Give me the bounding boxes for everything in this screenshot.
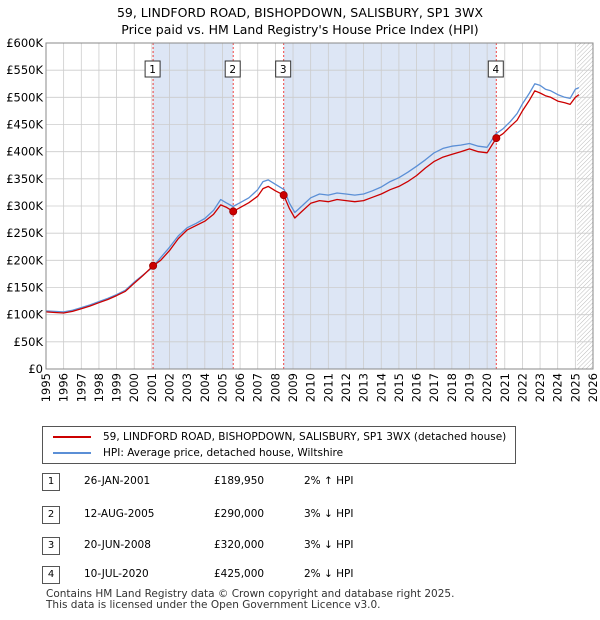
transaction-hpi-diff: 2% ↓ HPI bbox=[304, 568, 354, 580]
sale-marker-label: 2 bbox=[229, 64, 236, 76]
x-tick-label: 2005 bbox=[215, 373, 229, 402]
transaction-price: £320,000 bbox=[214, 539, 265, 551]
y-tick-label: £600K bbox=[6, 36, 43, 50]
sale-marker-label: 4 bbox=[492, 64, 499, 76]
x-tick-label: 2011 bbox=[321, 373, 335, 402]
transaction-date: 20-JUN-2008 bbox=[84, 539, 151, 551]
x-tick-label: 2022 bbox=[515, 373, 529, 402]
sale-point bbox=[229, 207, 238, 216]
x-tick-label: 1997 bbox=[74, 373, 88, 402]
x-tick-label: 2024 bbox=[551, 373, 565, 402]
y-tick-label: £300K bbox=[6, 199, 43, 213]
plot-frame bbox=[45, 42, 594, 370]
sale-marker-label: 1 bbox=[149, 64, 156, 76]
sale-marker-box bbox=[144, 60, 161, 78]
x-tick-label: 2000 bbox=[127, 373, 141, 402]
y-tick-label: £200K bbox=[6, 253, 43, 267]
x-tick-label: 2002 bbox=[163, 373, 177, 402]
footer-copyright: Contains HM Land Registry data © Crown c… bbox=[46, 588, 455, 600]
x-tick-label: 2009 bbox=[286, 373, 300, 402]
y-tick-label: £150K bbox=[6, 281, 43, 295]
y-tick-label: £400K bbox=[6, 145, 43, 159]
legend-item-hpi: HPI: Average price, detached house, Wilt… bbox=[53, 445, 343, 461]
transaction-date: 10-JUL-2020 bbox=[84, 568, 149, 580]
sale-marker-box bbox=[487, 60, 504, 78]
legend-label-property: 59, LINDFORD ROAD, BISHOPDOWN, SALISBURY… bbox=[103, 431, 507, 443]
transaction-number: 1 bbox=[42, 473, 60, 491]
transaction-number: 4 bbox=[42, 566, 60, 584]
x-tick-label: 2004 bbox=[198, 373, 212, 402]
legend: 59, LINDFORD ROAD, BISHOPDOWN, SALISBURY… bbox=[42, 426, 516, 464]
transaction-date: 12-AUG-2005 bbox=[84, 508, 155, 520]
transaction-price: £425,000 bbox=[214, 568, 265, 580]
transaction-number: 3 bbox=[42, 537, 60, 555]
footer-license: This data is licensed under the Open Gov… bbox=[46, 599, 381, 611]
legend-swatch-property bbox=[53, 436, 91, 438]
legend-item-property: 59, LINDFORD ROAD, BISHOPDOWN, SALISBURY… bbox=[53, 429, 506, 445]
y-tick-label: £550K bbox=[6, 63, 43, 77]
x-tick-label: 2014 bbox=[374, 373, 388, 402]
x-tick-label: 1999 bbox=[110, 373, 124, 402]
sale-marker-box bbox=[275, 60, 292, 78]
transaction-number: 2 bbox=[42, 506, 60, 524]
x-tick-label: 1996 bbox=[57, 373, 71, 402]
x-tick-label: 2015 bbox=[392, 373, 406, 402]
x-tick-label: 2001 bbox=[145, 373, 159, 402]
x-tick-label: 2008 bbox=[268, 373, 282, 402]
x-tick-label: 1998 bbox=[92, 373, 106, 402]
x-tick-label: 2016 bbox=[410, 373, 424, 402]
transaction-price: £189,950 bbox=[214, 475, 265, 487]
x-tick-label: 2018 bbox=[445, 373, 459, 402]
x-tick-label: 2023 bbox=[533, 373, 547, 402]
y-tick-label: £350K bbox=[6, 172, 43, 186]
y-tick-label: £450K bbox=[6, 118, 43, 132]
x-tick-label: 2020 bbox=[480, 373, 494, 402]
transaction-date: 26-JAN-2001 bbox=[84, 475, 151, 487]
sale-point bbox=[492, 134, 501, 143]
sale-marker-box bbox=[224, 60, 241, 78]
x-tick-label: 2021 bbox=[498, 373, 512, 402]
sale-point bbox=[149, 261, 158, 270]
x-tick-label: 2026 bbox=[586, 373, 600, 402]
x-tick-label: 2006 bbox=[233, 373, 247, 402]
y-tick-label: £50K bbox=[14, 335, 44, 349]
y-tick-label: £250K bbox=[6, 226, 43, 240]
sale-point bbox=[279, 191, 288, 200]
price-chart: 1 2 3 4 £0 £50K £100K £150K £200K £250K £300K £350K… bbox=[6, 36, 600, 402]
x-tick-label: 1995 bbox=[39, 373, 53, 402]
transaction-hpi-diff: 3% ↓ HPI bbox=[304, 508, 354, 520]
transaction-price: £290,000 bbox=[214, 508, 265, 520]
transaction-hpi-diff: 3% ↓ HPI bbox=[304, 539, 354, 551]
x-tick-label: 2010 bbox=[304, 373, 318, 402]
y-tick-label: £500K bbox=[6, 90, 43, 104]
sale-marker-label: 3 bbox=[280, 64, 287, 76]
x-tick-label: 2013 bbox=[357, 373, 371, 402]
chart-title: 59, LINDFORD ROAD, BISHOPDOWN, SALISBURY… bbox=[116, 5, 484, 20]
y-tick-label: £100K bbox=[6, 308, 43, 322]
x-tick-label: 2025 bbox=[568, 373, 582, 402]
property-price-line bbox=[45, 90, 580, 314]
footer: Contains HM Land Registry data © Crown c… bbox=[46, 589, 454, 611]
x-tick-label: 2007 bbox=[251, 373, 265, 402]
x-tick-label: 2003 bbox=[180, 373, 194, 402]
chart-subtitle: Price paid vs. HM Land Registry's House … bbox=[121, 22, 479, 37]
legend-label-hpi: HPI: Average price, detached house, Wilt… bbox=[103, 447, 344, 459]
x-tick-label: 2019 bbox=[462, 373, 476, 402]
x-tick-label: 2012 bbox=[339, 373, 353, 402]
legend-swatch-hpi bbox=[53, 452, 91, 454]
x-tick-label: 2017 bbox=[427, 373, 441, 402]
transaction-hpi-diff: 2% ↑ HPI bbox=[304, 475, 354, 487]
y-tick-label: £0 bbox=[28, 362, 43, 376]
